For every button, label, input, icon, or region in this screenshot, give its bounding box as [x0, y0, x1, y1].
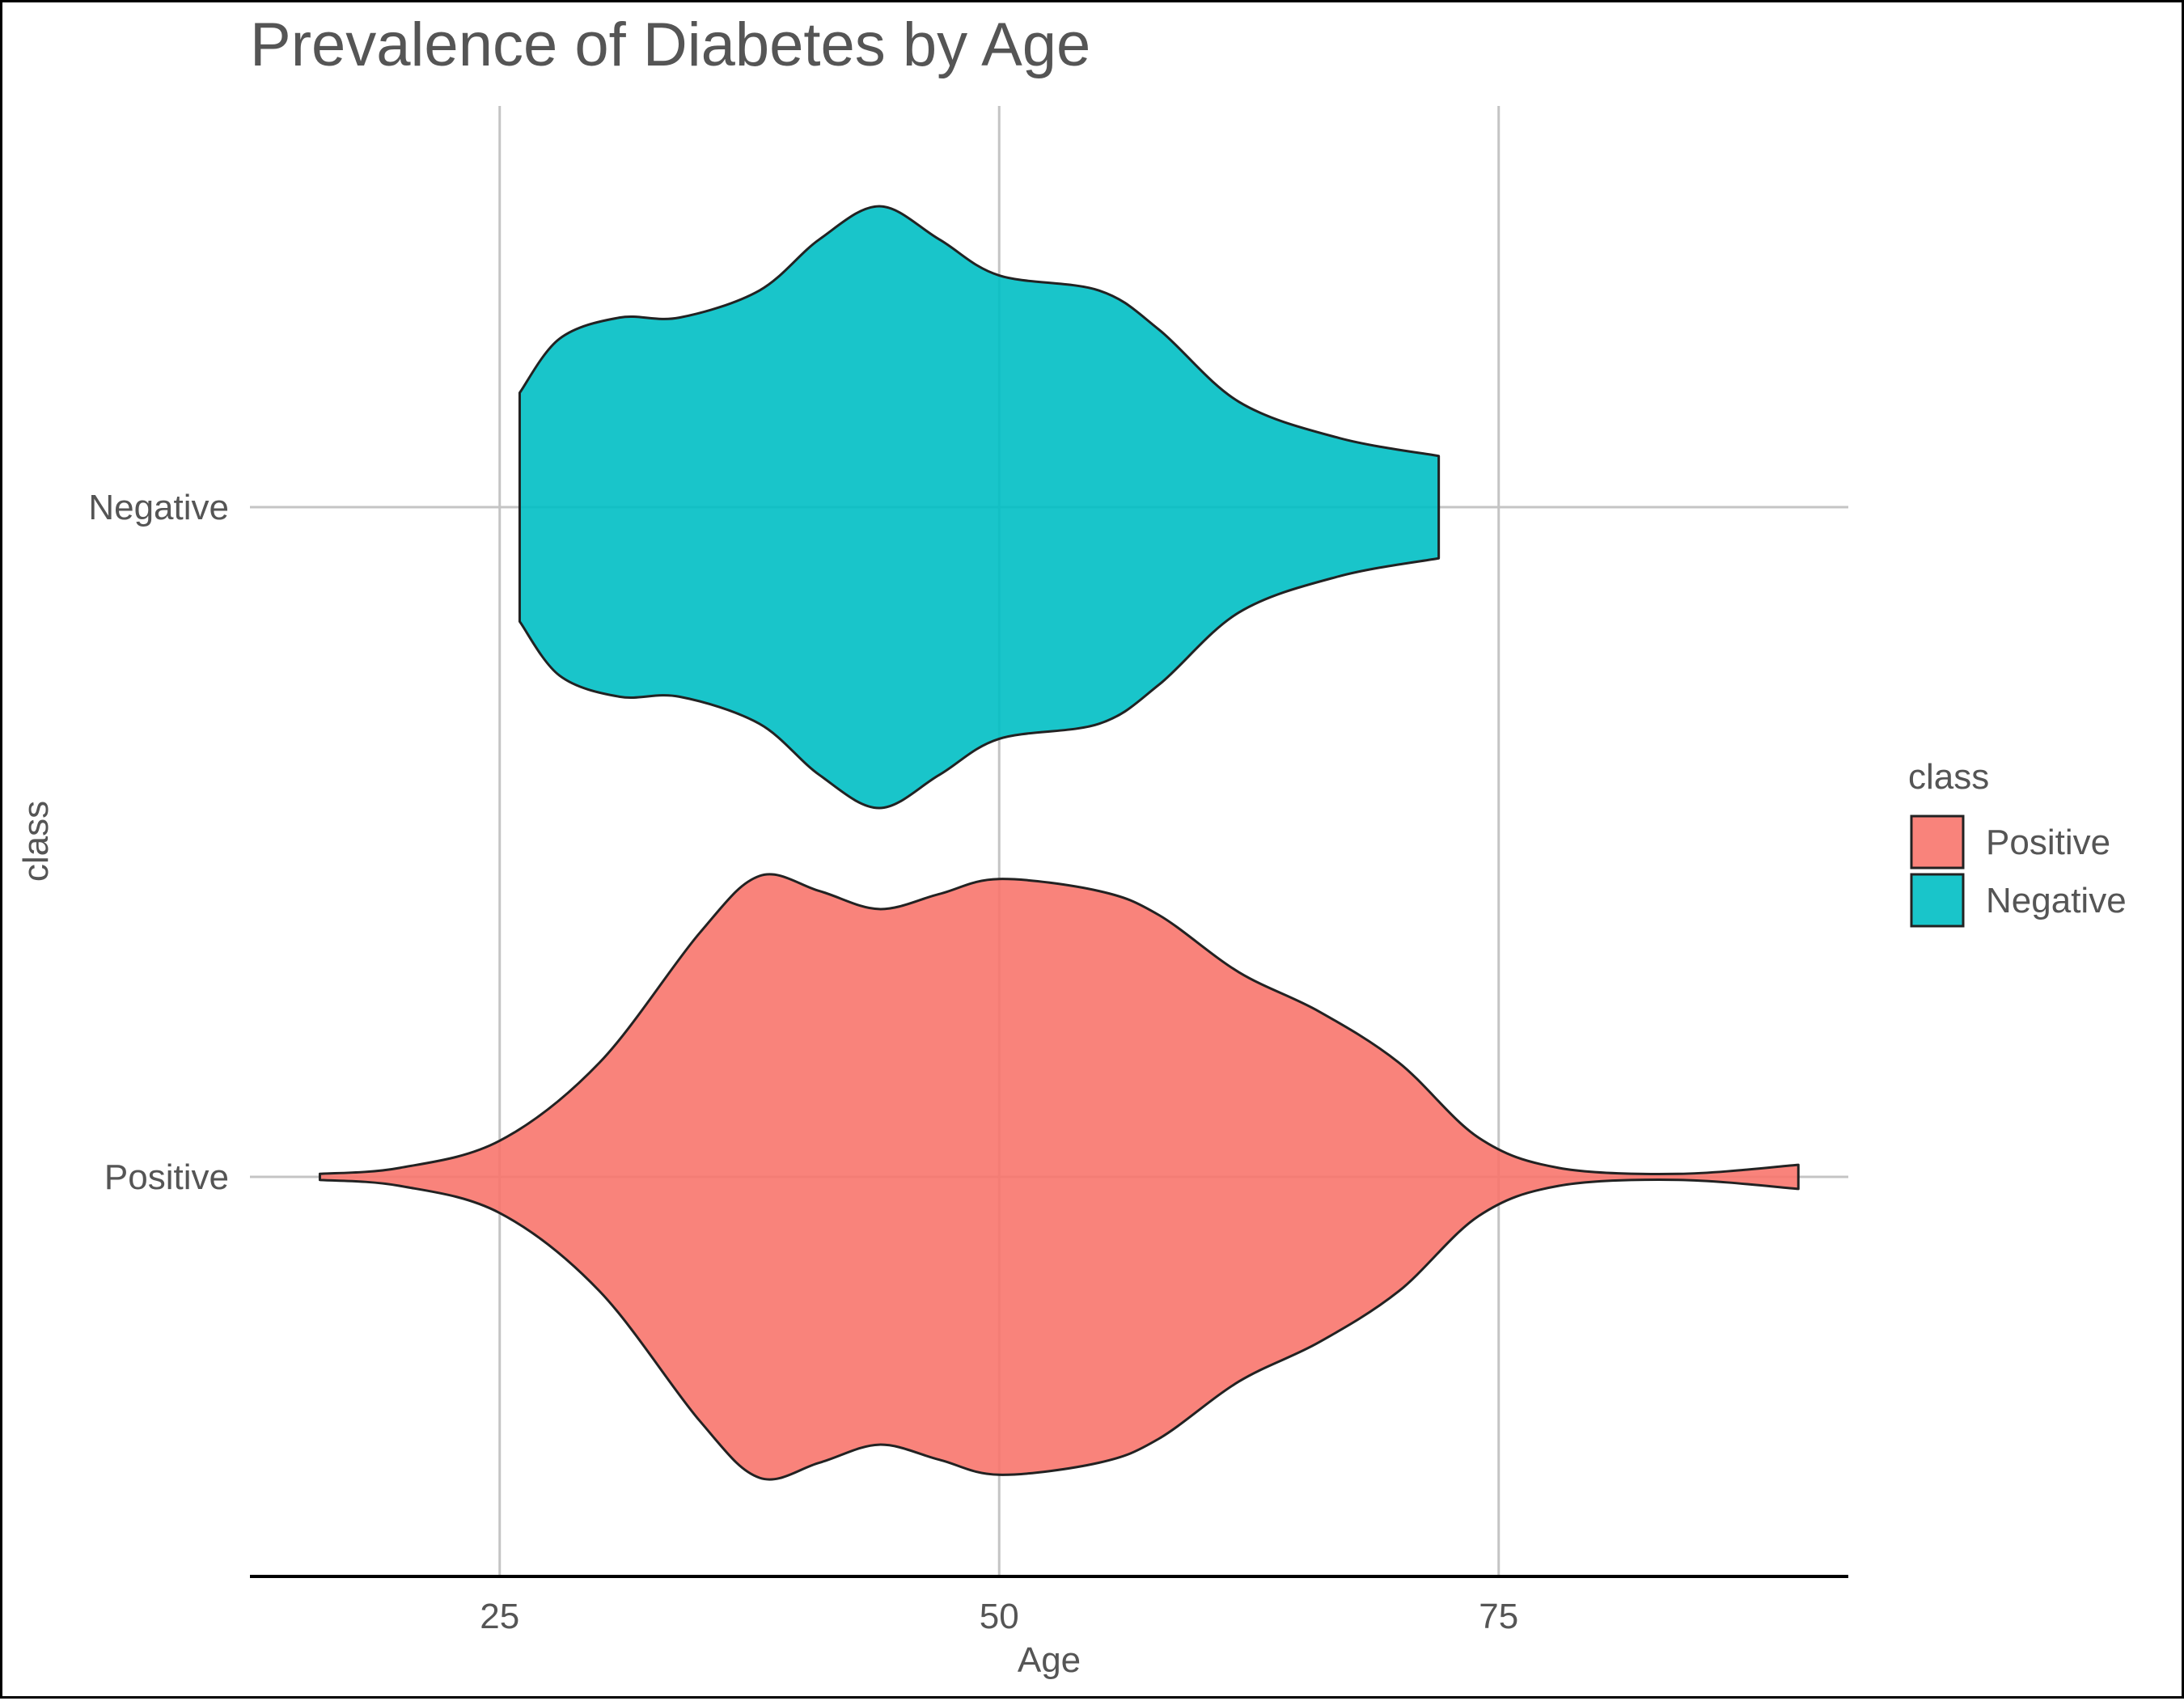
x-tick-label: 50	[980, 1597, 1019, 1636]
x-tick-label: 75	[1479, 1597, 1518, 1636]
y-tick-label: Negative	[88, 488, 229, 527]
legend: class Positive Negative	[1908, 757, 2127, 928]
y-axis-title: class	[16, 801, 56, 882]
y-tick-labels: Positive Negative	[88, 488, 229, 1197]
x-axis-title: Age	[1018, 1640, 1081, 1680]
legend-title: class	[1908, 757, 1989, 797]
x-tick-labels: 25 50 75	[480, 1597, 1518, 1636]
legend-swatch	[1910, 873, 1965, 928]
violin-positive	[318, 873, 1800, 1481]
violins	[318, 205, 1800, 1481]
legend-label: Positive	[1986, 823, 2110, 862]
legend-label: Negative	[1986, 881, 2127, 920]
violin-negative	[518, 205, 1441, 810]
legend-items: Positive Negative	[1910, 815, 2127, 928]
x-tick-label: 25	[480, 1597, 519, 1636]
chart-title: Prevalence of Diabetes by Age	[250, 11, 1090, 79]
y-tick-label: Positive	[104, 1157, 229, 1197]
legend-swatch	[1910, 815, 1965, 870]
